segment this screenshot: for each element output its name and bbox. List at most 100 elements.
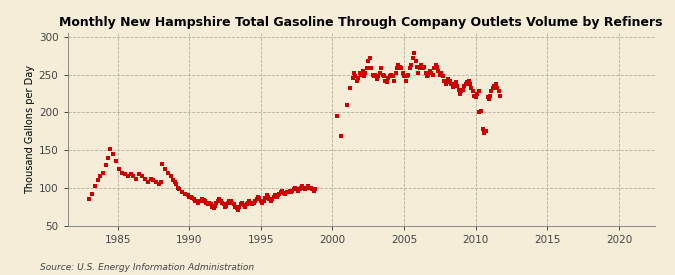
Point <box>296 186 306 190</box>
Point <box>207 204 217 209</box>
Point <box>122 174 133 179</box>
Point <box>241 202 252 207</box>
Point <box>98 170 109 175</box>
Point <box>184 195 194 199</box>
Point <box>273 193 284 197</box>
Point <box>310 187 321 191</box>
Point <box>470 95 481 99</box>
Point <box>213 199 223 204</box>
Point <box>493 89 504 93</box>
Point <box>464 81 475 86</box>
Point <box>119 172 130 176</box>
Point <box>433 68 444 73</box>
Point <box>202 202 213 207</box>
Point <box>386 72 397 77</box>
Point <box>128 174 139 179</box>
Point <box>286 190 296 194</box>
Point <box>495 94 506 98</box>
Point <box>354 71 365 75</box>
Point <box>281 190 292 194</box>
Point <box>111 159 122 164</box>
Point <box>131 177 142 181</box>
Point <box>95 174 106 179</box>
Point <box>157 161 167 166</box>
Point <box>450 80 461 84</box>
Point <box>410 59 421 63</box>
Point <box>275 190 286 194</box>
Point <box>204 201 215 205</box>
Point <box>458 87 468 92</box>
Point <box>165 174 176 179</box>
Point <box>240 205 250 210</box>
Point <box>484 97 495 101</box>
Point <box>284 189 295 193</box>
Point <box>423 72 434 77</box>
Point <box>426 71 437 75</box>
Point <box>255 199 266 204</box>
Point <box>257 201 268 205</box>
Point <box>168 178 179 182</box>
Point <box>356 72 367 77</box>
Point <box>366 66 377 71</box>
Point <box>171 182 182 186</box>
Title: Monthly New Hampshire Total Gasoline Through Company Outlets Volume by Refiners: Monthly New Hampshire Total Gasoline Thr… <box>59 16 663 29</box>
Point <box>177 189 188 194</box>
Point <box>357 68 368 73</box>
Point <box>194 199 205 204</box>
Point <box>92 178 103 182</box>
Point <box>429 66 439 71</box>
Point <box>163 170 173 175</box>
Point <box>221 204 232 208</box>
Point <box>302 184 313 188</box>
Point <box>136 174 147 179</box>
Point <box>172 186 183 190</box>
Point <box>180 192 190 196</box>
Point <box>297 184 308 188</box>
Point <box>431 65 442 69</box>
Point <box>363 59 374 63</box>
Point <box>399 74 410 78</box>
Point <box>159 167 170 171</box>
Point <box>174 187 185 191</box>
Point <box>342 103 352 107</box>
Point <box>261 193 272 197</box>
Point <box>234 204 245 209</box>
Point <box>456 89 467 93</box>
Point <box>301 186 312 190</box>
Point <box>195 198 206 203</box>
Point <box>394 65 405 69</box>
Point <box>381 80 392 84</box>
Point <box>441 80 452 84</box>
Point <box>380 78 391 83</box>
Point <box>215 199 226 204</box>
Point <box>214 197 225 201</box>
Point <box>201 201 212 205</box>
Point <box>370 72 381 77</box>
Point <box>404 66 415 71</box>
Point <box>479 131 489 136</box>
Point <box>307 187 318 191</box>
Point <box>486 89 497 93</box>
Point <box>435 72 446 77</box>
Point <box>481 129 491 133</box>
Point <box>219 204 230 209</box>
Point <box>200 199 211 204</box>
Point <box>101 163 111 167</box>
Point <box>443 77 454 81</box>
Point <box>155 180 166 184</box>
Point <box>422 74 433 78</box>
Point <box>260 196 271 200</box>
Y-axis label: Thousand Gallons per Day: Thousand Gallons per Day <box>24 65 34 194</box>
Point <box>452 84 462 88</box>
Point <box>468 89 479 93</box>
Point <box>387 74 398 78</box>
Point <box>412 65 423 69</box>
Point <box>140 177 151 181</box>
Point <box>407 56 418 60</box>
Point <box>462 80 472 84</box>
Point <box>440 81 451 86</box>
Point <box>417 66 428 71</box>
Point <box>298 186 309 190</box>
Point <box>389 78 400 83</box>
Point <box>192 201 203 205</box>
